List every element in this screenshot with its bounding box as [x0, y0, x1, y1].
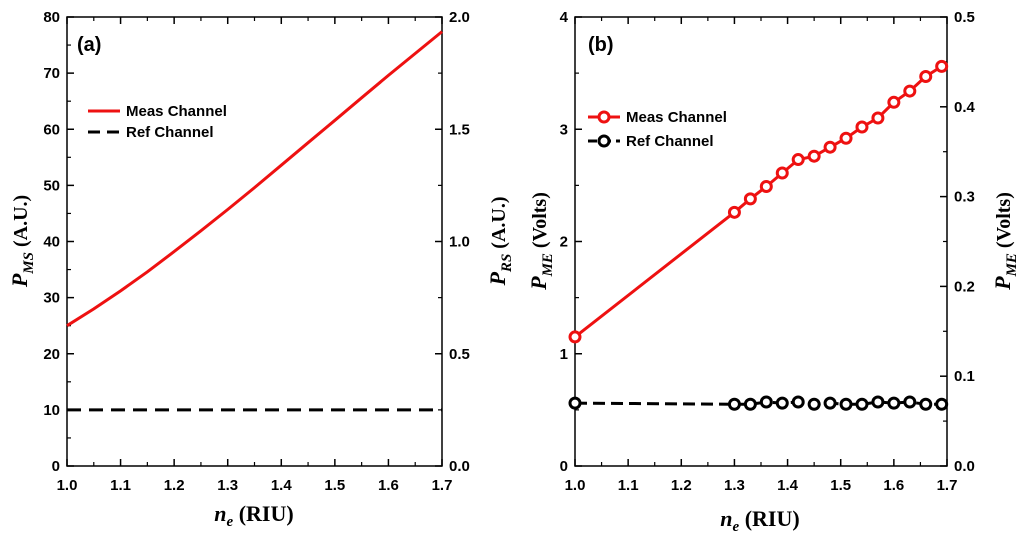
y-right-tick-label: 0.2 — [954, 278, 975, 295]
x-tick-label: 1.7 — [937, 477, 958, 494]
y-left-tick-label: 1 — [560, 346, 568, 363]
meas-data-point — [743, 192, 757, 206]
panel-b: 1.0 1.1 1.2 1.3 1.4 1.5 1.6 1.7 0 1 2 3 4 0.0 0.1 0.2 0.… — [526, 9, 1020, 533]
y-right-tick-label: 0.5 — [954, 9, 975, 26]
meas-data-point — [919, 69, 933, 83]
x-tick-label: 1.4 — [777, 477, 799, 494]
ref-data-point — [775, 396, 789, 410]
x-tick-label: 1.1 — [618, 477, 639, 494]
meas-data-point — [855, 120, 869, 134]
x-tick-label: 1.5 — [830, 477, 851, 494]
panel-a-xlabel: ne (RIU) — [214, 501, 293, 530]
ref-data-point — [727, 397, 741, 411]
panel-b-label: (b) — [588, 34, 614, 56]
x-tick-label: 1.3 — [217, 477, 238, 494]
y-left-tick-label: 0 — [52, 458, 60, 475]
y-left-tick-label: 20 — [43, 346, 60, 363]
x-tick-label: 1.3 — [724, 477, 745, 494]
y-left-tick-label: 0 — [560, 458, 568, 475]
panel-a: 1.0 1.1 1.2 1.3 1.4 1.5 1.6 1.7 0 10 20 30 40 50 60 70 8… — [7, 9, 515, 530]
y-left-tick-label: 30 — [43, 290, 60, 307]
ref-data-point — [903, 395, 917, 409]
x-tick-label: 1.2 — [164, 477, 185, 494]
panel-a-label: (a) — [77, 34, 101, 56]
meas-series-line — [66, 30, 443, 327]
panel-b-legend: Meas Channel Ref Channel — [588, 109, 727, 150]
panel-b-ticks: 1.0 1.1 1.2 1.3 1.4 1.5 1.6 1.7 0 1 2 3 4 0.0 0.1 0.2 0.… — [560, 9, 976, 494]
y-right-tick-label: 0.5 — [449, 346, 470, 363]
panel-b-series — [568, 59, 949, 411]
meas-data-point — [759, 179, 773, 193]
panel-b-ylabel-right: PME (Volts) — [990, 192, 1020, 291]
meas-data-point — [823, 140, 837, 154]
meas-data-point — [903, 84, 917, 98]
legend-b-ref-marker — [597, 134, 611, 148]
y-right-tick-label: 1.0 — [449, 234, 470, 251]
legend-b-meas-marker — [597, 110, 611, 124]
y-right-tick-label: 0.0 — [449, 458, 470, 475]
x-tick-label: 1.5 — [324, 477, 345, 494]
y-left-tick-label: 80 — [43, 9, 60, 26]
ref-data-point — [887, 396, 901, 410]
meas-data-point — [775, 166, 789, 180]
meas-data-point — [871, 111, 885, 125]
y-left-tick-label: 60 — [43, 121, 60, 138]
x-tick-label: 1.6 — [378, 477, 399, 494]
meas-data-point — [887, 95, 901, 109]
meas-series-line — [574, 65, 943, 339]
x-tick-label: 1.2 — [671, 477, 692, 494]
y-left-tick-label: 3 — [560, 121, 568, 138]
y-left-tick-label: 2 — [560, 234, 568, 251]
y-right-tick-label: 2.0 — [449, 9, 470, 26]
panel-a-ylabel-left: PMS (A.U.) — [7, 195, 37, 288]
y-right-tick-label: 0.4 — [954, 99, 976, 116]
y-right-tick-label: 0.0 — [954, 458, 975, 475]
y-left-tick-label: 50 — [43, 177, 60, 194]
legend-a-meas-label: Meas Channel — [126, 103, 227, 120]
y-right-tick-label: 1.5 — [449, 121, 470, 138]
ref-data-point — [807, 397, 821, 411]
x-tick-label: 1.1 — [110, 477, 131, 494]
legend-a-ref-label: Ref Channel — [126, 124, 214, 141]
meas-data-point — [935, 59, 949, 73]
ref-data-point — [839, 397, 853, 411]
y-right-tick-label: 0.1 — [954, 368, 975, 385]
ref-series-line — [574, 400, 942, 406]
x-tick-label: 1.4 — [271, 477, 293, 494]
legend-b-ref-label: Ref Channel — [626, 133, 714, 150]
ref-data-point — [935, 397, 949, 411]
ref-data-point — [759, 395, 773, 409]
panel-a-ylabel-right: PRS (A.U.) — [485, 196, 515, 286]
ref-data-point — [743, 397, 757, 411]
x-tick-label: 1.6 — [883, 477, 904, 494]
y-left-tick-label: 40 — [43, 234, 60, 251]
panel-a-frame — [66, 16, 443, 467]
panel-a-ticks: 1.0 1.1 1.2 1.3 1.4 1.5 1.6 1.7 0 10 20 30 40 50 60 70 8… — [43, 9, 470, 494]
panel-b-xlabel: ne (RIU) — [720, 506, 799, 533]
x-tick-label: 1.7 — [432, 477, 453, 494]
meas-data-point — [839, 131, 853, 145]
ref-data-point — [791, 395, 805, 409]
ref-data-point — [919, 397, 933, 411]
ref-data-point — [855, 397, 869, 411]
panel-a-legend: Meas Channel Ref Channel — [88, 103, 227, 141]
meas-data-point — [807, 149, 821, 163]
meas-data-point — [568, 330, 582, 344]
y-left-tick-label: 4 — [560, 9, 569, 26]
meas-data-point — [727, 205, 741, 219]
panel-a-series — [66, 30, 443, 412]
y-right-tick-label: 0.3 — [954, 189, 975, 206]
legend-b-meas-label: Meas Channel — [626, 109, 727, 126]
x-tick-label: 1.0 — [565, 477, 586, 494]
ref-data-point — [568, 396, 582, 410]
meas-data-point — [791, 153, 805, 167]
panel-b-ylabel-left: PME (Volts) — [526, 192, 556, 291]
x-tick-label: 1.0 — [57, 477, 78, 494]
ref-data-point — [823, 396, 837, 410]
ref-data-point — [871, 395, 885, 409]
y-left-tick-label: 70 — [43, 65, 60, 82]
y-left-tick-label: 10 — [43, 402, 60, 419]
